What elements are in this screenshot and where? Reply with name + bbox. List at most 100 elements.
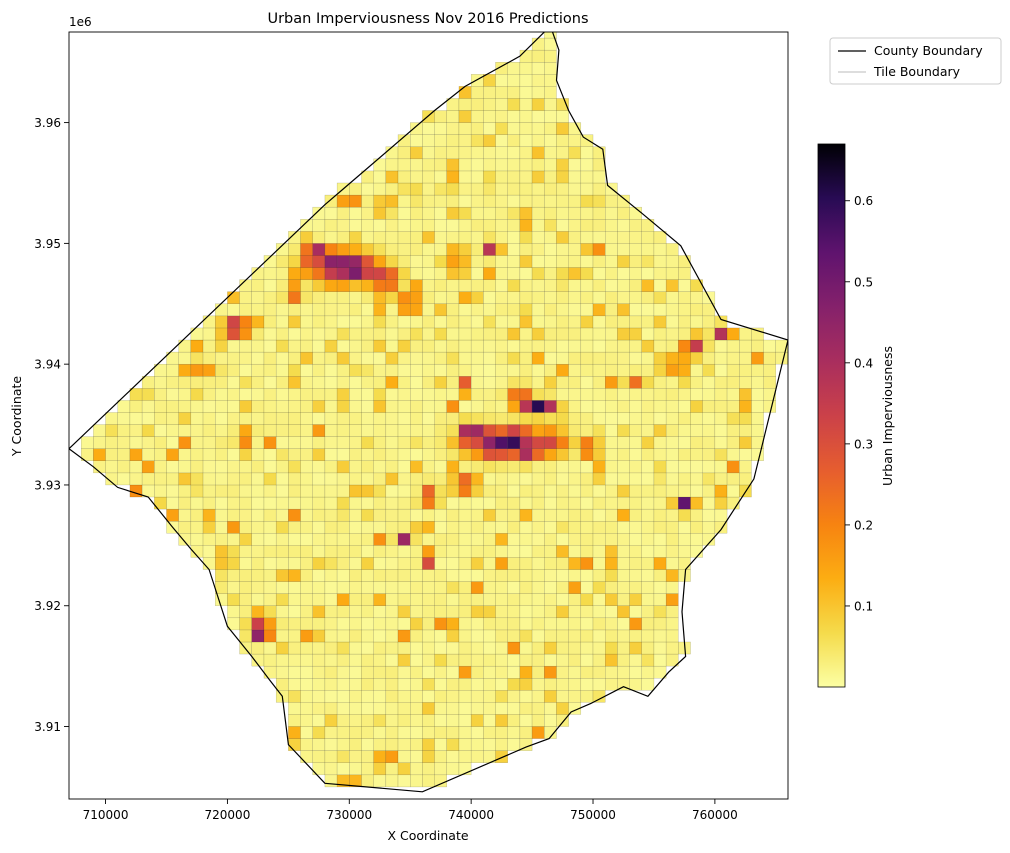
tile-cell bbox=[385, 315, 399, 329]
tile-cell bbox=[519, 472, 533, 486]
tile-cell bbox=[665, 557, 679, 570]
tile-cell bbox=[629, 520, 642, 534]
tile-cell bbox=[507, 593, 521, 606]
tile-cell bbox=[129, 388, 143, 401]
tile-cell bbox=[263, 267, 277, 280]
tile-cell bbox=[556, 641, 569, 655]
tile-cell bbox=[349, 617, 362, 631]
tile-cell bbox=[361, 219, 374, 232]
tile-cell bbox=[519, 62, 533, 75]
legend-county-label: County Boundary bbox=[874, 43, 983, 58]
tile-cell bbox=[458, 738, 472, 751]
tile-cell bbox=[312, 363, 326, 377]
tile-cell bbox=[531, 424, 545, 437]
tile-cell bbox=[190, 327, 204, 341]
tile-cell bbox=[300, 460, 313, 474]
tile-cell bbox=[580, 460, 594, 474]
tile-cell bbox=[336, 520, 350, 534]
tile-cell bbox=[641, 424, 655, 437]
tile-cell bbox=[653, 315, 667, 329]
tile-cell bbox=[531, 448, 545, 462]
tile-cell bbox=[495, 194, 508, 208]
tile-cell bbox=[410, 363, 423, 377]
tile-cell bbox=[336, 206, 350, 220]
tile-cell bbox=[324, 279, 338, 292]
tile-cell bbox=[641, 653, 655, 667]
tile-cell bbox=[763, 363, 777, 377]
tile-cell bbox=[507, 436, 521, 449]
tile-cell bbox=[458, 146, 472, 160]
tile-cell bbox=[751, 400, 764, 413]
tile-cell bbox=[483, 194, 496, 208]
tile-cell bbox=[580, 581, 594, 594]
tile-cell bbox=[434, 182, 447, 196]
tile-cell bbox=[263, 520, 277, 534]
tile-cell bbox=[458, 122, 472, 135]
tile-cell bbox=[397, 219, 411, 232]
tile-cell bbox=[336, 605, 350, 619]
tile-cell bbox=[458, 496, 472, 510]
tile-cell bbox=[665, 460, 679, 474]
tile-cell bbox=[349, 351, 362, 365]
tile-cell bbox=[653, 496, 667, 510]
tile-cell bbox=[129, 460, 143, 474]
tile-cell bbox=[531, 194, 545, 208]
tile-cell bbox=[665, 315, 679, 329]
tile-cell bbox=[410, 738, 423, 751]
tile-cell bbox=[263, 545, 277, 558]
tile-cell bbox=[726, 412, 740, 425]
tile-cell bbox=[531, 291, 545, 304]
tile-cell bbox=[519, 122, 533, 135]
tile-cell bbox=[544, 146, 557, 160]
tile-cell bbox=[336, 219, 350, 232]
tile-cell bbox=[556, 424, 569, 437]
tile-cell bbox=[446, 641, 460, 655]
tile-cell bbox=[483, 484, 496, 498]
tile-cell bbox=[385, 665, 399, 679]
tile-cell bbox=[349, 291, 362, 304]
tile-cell bbox=[739, 376, 752, 389]
tile-cell bbox=[592, 581, 606, 594]
tile-cell bbox=[665, 617, 679, 631]
tile-cell bbox=[653, 653, 667, 667]
tile-cell bbox=[385, 629, 399, 643]
tile-cell bbox=[251, 351, 265, 365]
tile-cell bbox=[678, 291, 691, 304]
tile-cell bbox=[605, 678, 618, 691]
tile-cell bbox=[629, 605, 642, 619]
tile-cell bbox=[580, 520, 594, 534]
tile-cell bbox=[385, 206, 399, 220]
tile-cell bbox=[361, 388, 374, 401]
tile-cell bbox=[641, 376, 655, 389]
tile-cell bbox=[605, 412, 618, 425]
tile-cell bbox=[324, 448, 338, 462]
tile-cell bbox=[397, 557, 411, 570]
tile-cell bbox=[361, 182, 374, 196]
tile-cell bbox=[605, 291, 618, 304]
tile-cell bbox=[300, 363, 313, 377]
tile-cell bbox=[702, 496, 716, 510]
tile-cell bbox=[215, 484, 228, 498]
tile-cell bbox=[739, 351, 752, 365]
tile-cell bbox=[629, 400, 642, 413]
tile-cell bbox=[531, 412, 545, 425]
tile-cell bbox=[678, 496, 691, 510]
tile-cell bbox=[678, 412, 691, 425]
tile-cell bbox=[629, 279, 642, 292]
tile-cell bbox=[507, 110, 521, 123]
tile-cell bbox=[653, 400, 667, 413]
tile-cell bbox=[617, 569, 630, 582]
tile-cell bbox=[507, 122, 521, 135]
tile-cell bbox=[470, 738, 484, 751]
tile-cell bbox=[763, 376, 777, 389]
tile-cell bbox=[263, 303, 277, 317]
tile-cell bbox=[702, 520, 716, 534]
tile-cell bbox=[349, 255, 362, 268]
tile-cell bbox=[470, 472, 484, 486]
tile-cell bbox=[531, 726, 545, 739]
tile-cell bbox=[678, 327, 691, 341]
tile-cell bbox=[288, 412, 301, 425]
tile-cell bbox=[397, 641, 411, 655]
tile-cell bbox=[556, 110, 569, 123]
tile-cell bbox=[373, 170, 387, 184]
